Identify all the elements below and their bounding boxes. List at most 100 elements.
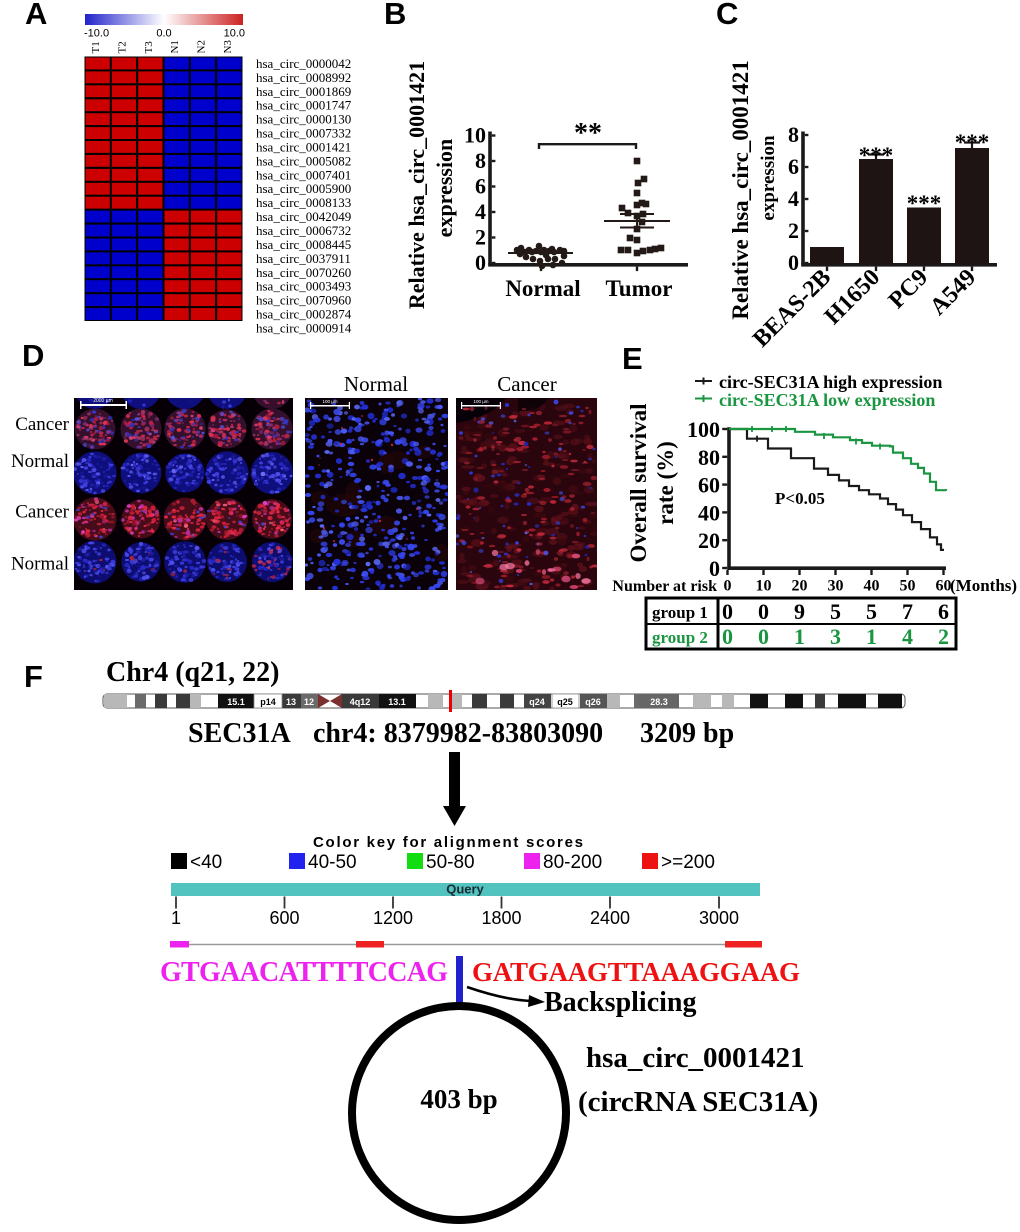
svg-text:***: *** (907, 191, 942, 216)
svg-text:3: 3 (830, 624, 841, 649)
svg-text:80-200: 80-200 (543, 852, 602, 873)
svg-text:13: 13 (286, 697, 296, 707)
svg-text:1: 1 (866, 624, 877, 649)
svg-text:group 2: group 2 (652, 628, 708, 647)
svg-text:600: 600 (269, 908, 299, 928)
svg-text:12: 12 (304, 697, 314, 707)
svg-text:4: 4 (902, 624, 913, 649)
svg-text:N3: N3 (222, 40, 234, 54)
svg-text:50: 50 (900, 578, 916, 595)
svg-text:7: 7 (902, 599, 913, 624)
svg-text:Backsplicing: Backsplicing (544, 987, 696, 1018)
svg-text:-10.0: -10.0 (84, 28, 109, 40)
svg-text:5: 5 (830, 599, 841, 624)
svg-text:hsa_circ_0001421: hsa_circ_0001421 (256, 140, 351, 155)
svg-text:q24: q24 (529, 697, 545, 707)
svg-text:P<0.05: P<0.05 (775, 489, 825, 508)
svg-text:Overall survival: Overall survival (626, 403, 651, 562)
svg-text:chr4: 8379982-83803090: chr4: 8379982-83803090 (313, 718, 603, 749)
svg-text:(Months): (Months) (950, 576, 1017, 595)
svg-text:1800: 1800 (481, 908, 521, 928)
svg-text:4: 4 (475, 199, 486, 224)
svg-text:hsa_circ_0007332: hsa_circ_0007332 (256, 126, 351, 141)
svg-text:15.1: 15.1 (227, 697, 245, 707)
svg-text:60: 60 (698, 473, 720, 498)
svg-text:0: 0 (722, 599, 733, 624)
svg-text:10: 10 (756, 578, 772, 595)
svg-text:2: 2 (938, 624, 949, 649)
svg-text:rate (%): rate (%) (653, 441, 678, 525)
svg-text:1: 1 (171, 908, 181, 928)
svg-text:80: 80 (698, 445, 720, 470)
svg-text:10: 10 (464, 123, 486, 148)
svg-text:hsa_circ_0000130: hsa_circ_0000130 (256, 112, 351, 127)
svg-text:hsa_circ_0008445: hsa_circ_0008445 (256, 237, 351, 252)
svg-text:Relative hsa_circ_0001421: Relative hsa_circ_0001421 (404, 61, 429, 309)
svg-text:hsa_circ_0005900: hsa_circ_0005900 (256, 181, 351, 196)
svg-text:Query: Query (446, 882, 484, 897)
svg-text:50-80: 50-80 (426, 852, 475, 873)
svg-text:N2: N2 (196, 40, 208, 53)
svg-text:F: F (24, 659, 43, 694)
svg-text:q26: q26 (585, 697, 601, 707)
svg-text:3209 bp: 3209 bp (640, 718, 734, 749)
svg-text:q25: q25 (557, 697, 573, 707)
svg-text:Number at risk: Number at risk (612, 578, 717, 595)
svg-text:0: 0 (788, 250, 799, 275)
svg-text:expression: expression (758, 135, 779, 221)
svg-text:3000: 3000 (699, 908, 739, 928)
svg-text:Cancer: Cancer (15, 414, 69, 435)
svg-text:8: 8 (475, 148, 486, 173)
svg-text:0: 0 (724, 578, 732, 595)
svg-text:circ-SEC31A low expression: circ-SEC31A low expression (719, 390, 935, 410)
svg-text:Normal: Normal (11, 554, 69, 575)
svg-text:Relative hsa_circ_0001421: Relative hsa_circ_0001421 (728, 60, 753, 320)
svg-text:10.0: 10.0 (224, 28, 245, 40)
svg-text:H1650: H1650 (820, 264, 886, 330)
svg-text:hsa_circ_0000042: hsa_circ_0000042 (256, 56, 351, 71)
svg-text:28.3: 28.3 (650, 697, 668, 707)
svg-text:**: ** (574, 118, 602, 149)
svg-text:hsa_circ_0037911: hsa_circ_0037911 (256, 251, 351, 266)
svg-text:Normal: Normal (344, 372, 408, 396)
svg-text:30: 30 (828, 578, 844, 595)
svg-text:8: 8 (788, 122, 799, 147)
svg-text:40-50: 40-50 (308, 852, 357, 873)
svg-text:2: 2 (788, 218, 799, 243)
svg-text:hsa_circ_0001747: hsa_circ_0001747 (256, 98, 352, 113)
svg-text:100: 100 (687, 417, 720, 442)
svg-text:hsa_circ_0005082: hsa_circ_0005082 (256, 153, 351, 168)
svg-text:9: 9 (794, 599, 805, 624)
svg-text:Chr4 (q21, 22): Chr4 (q21, 22) (106, 657, 279, 688)
svg-text:hsa_circ_0002874: hsa_circ_0002874 (256, 307, 352, 322)
svg-text:N1: N1 (169, 40, 181, 53)
svg-text:hsa_circ_0000914: hsa_circ_0000914 (256, 321, 352, 336)
svg-text:5: 5 (866, 599, 877, 624)
svg-text:2: 2 (475, 225, 486, 250)
svg-text:hsa_circ_0070260: hsa_circ_0070260 (256, 265, 351, 280)
svg-text:>=200: >=200 (661, 852, 715, 873)
svg-text:T2: T2 (117, 41, 129, 53)
svg-text:6: 6 (938, 599, 949, 624)
svg-text:1: 1 (794, 624, 805, 649)
svg-text:20: 20 (792, 578, 808, 595)
svg-text:Cancer: Cancer (15, 502, 69, 523)
svg-text:A: A (25, 0, 47, 31)
svg-text:D: D (22, 338, 44, 373)
svg-text:expression: expression (432, 139, 457, 238)
svg-text:GTGAACATTTTCCAG: GTGAACATTTTCCAG (160, 957, 448, 988)
svg-text:hsa_circ_0008992: hsa_circ_0008992 (256, 70, 351, 85)
svg-text:2000 µm: 2000 µm (93, 398, 113, 404)
svg-text:0: 0 (758, 624, 769, 649)
svg-text:Normal: Normal (11, 451, 69, 472)
svg-text:group 1: group 1 (652, 603, 708, 622)
svg-text:20: 20 (698, 528, 720, 553)
svg-text:6: 6 (788, 154, 799, 179)
svg-text:hsa_circ_0008133: hsa_circ_0008133 (256, 195, 351, 210)
svg-text:circ-SEC31A high expression: circ-SEC31A high expression (719, 372, 942, 392)
svg-text:40: 40 (864, 578, 880, 595)
svg-text:T3: T3 (143, 41, 155, 54)
svg-text:hsa_circ_0007401: hsa_circ_0007401 (256, 167, 351, 182)
svg-text:<40: <40 (190, 852, 222, 873)
svg-text:SEC31A: SEC31A (188, 718, 291, 749)
